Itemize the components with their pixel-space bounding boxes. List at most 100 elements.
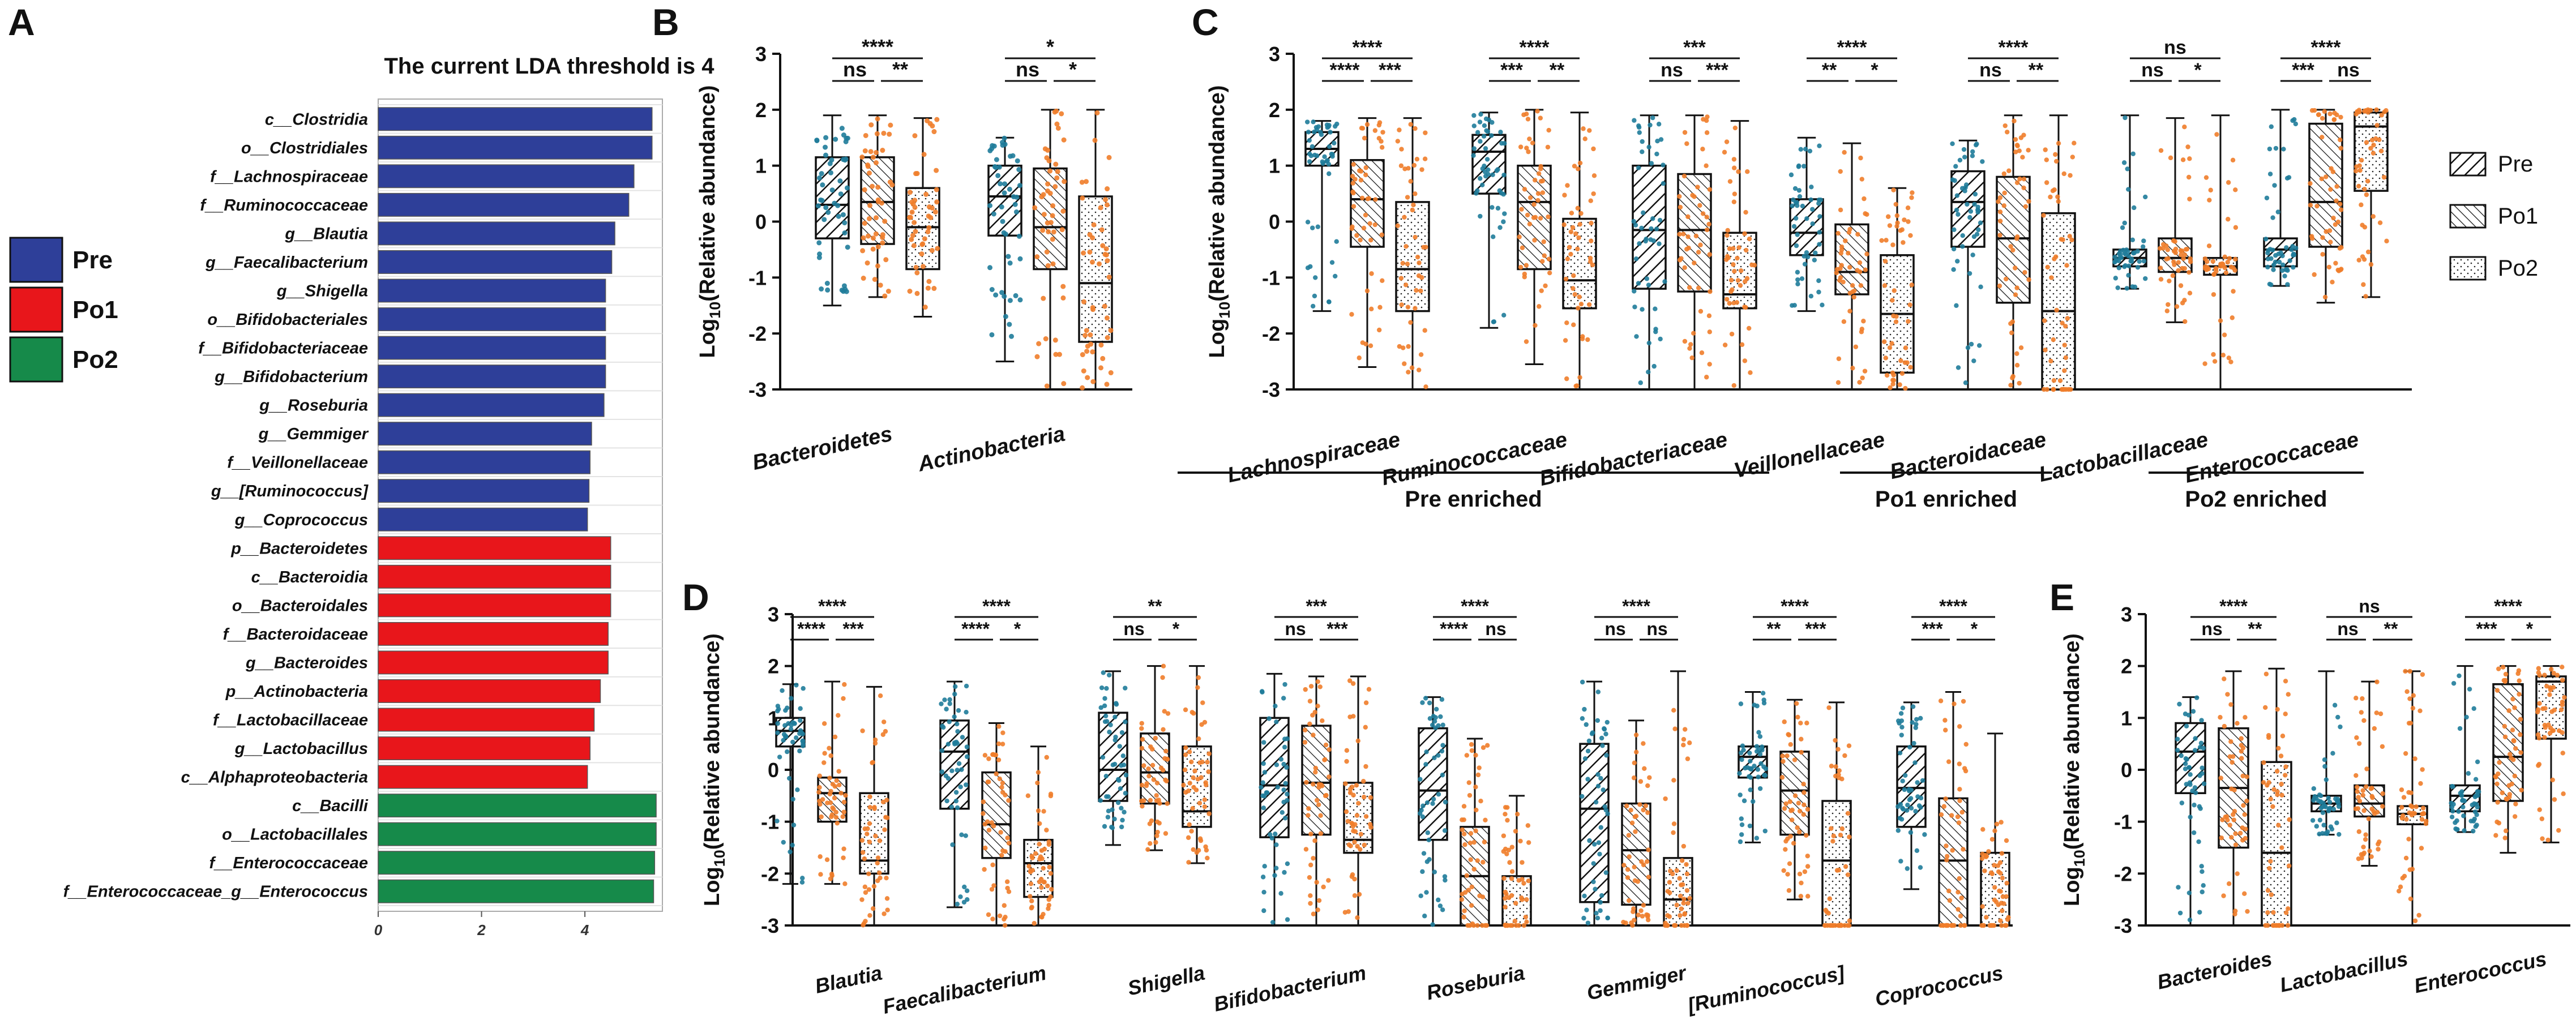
sample-dot bbox=[1366, 196, 1371, 201]
sample-dot bbox=[982, 821, 987, 827]
sample-dot bbox=[952, 714, 957, 719]
sample-dot bbox=[931, 129, 937, 135]
sample-dot bbox=[879, 200, 884, 206]
sample-dot bbox=[1183, 745, 1188, 751]
sample-dot bbox=[2017, 148, 2022, 153]
sig-label-left: ns bbox=[2141, 59, 2164, 81]
sample-dot bbox=[2010, 247, 2016, 253]
sample-dot bbox=[912, 220, 917, 225]
sample-dot bbox=[2049, 275, 2054, 280]
sample-dot bbox=[1533, 323, 1538, 328]
sample-dot bbox=[884, 798, 889, 803]
sig-label-top: **** bbox=[1939, 596, 1967, 616]
sample-dot bbox=[1357, 891, 1362, 897]
sample-dot bbox=[1343, 809, 1349, 815]
sample-dot bbox=[883, 257, 889, 263]
sample-dot bbox=[1012, 202, 1018, 207]
sample-dot bbox=[1039, 885, 1044, 890]
sample-dot bbox=[1914, 717, 1919, 722]
sample-dot bbox=[1863, 267, 1868, 272]
sample-dot bbox=[1005, 885, 1010, 891]
sample-dot bbox=[1959, 895, 1964, 901]
sample-dot bbox=[1736, 245, 1741, 250]
sample-dot bbox=[1755, 767, 1761, 772]
sample-dot bbox=[1311, 119, 1316, 125]
sample-dot bbox=[1573, 231, 1578, 237]
sample-dot bbox=[1461, 817, 1466, 822]
sample-dot bbox=[1642, 766, 1647, 771]
sample-dot bbox=[1565, 183, 1570, 188]
box-iqr bbox=[1579, 743, 1610, 903]
sample-dot bbox=[1998, 918, 2003, 923]
sample-dot bbox=[2283, 773, 2288, 778]
sample-dot bbox=[2065, 316, 2070, 321]
panel-label-b: B bbox=[652, 1, 679, 43]
box-iqr bbox=[1834, 223, 1869, 295]
lda-bar-label: p__Actinobacteria bbox=[225, 683, 368, 701]
sample-dot bbox=[1587, 259, 1593, 264]
sample-dot bbox=[2218, 715, 2223, 720]
sample-dot bbox=[821, 217, 827, 222]
lda-bar-label: f__Bifidobacteriaceae bbox=[198, 340, 368, 358]
sample-dot bbox=[1347, 714, 1353, 719]
sample-dot bbox=[790, 842, 795, 848]
sample-dot bbox=[1361, 779, 1366, 784]
sample-dot bbox=[1605, 915, 1610, 921]
sample-dot bbox=[995, 173, 1001, 178]
sample-dot bbox=[828, 876, 833, 881]
sample-dot bbox=[1658, 336, 1663, 342]
sample-dot bbox=[1984, 915, 1989, 920]
sample-dot bbox=[1098, 798, 1103, 803]
sample-dot bbox=[1525, 212, 1530, 218]
sample-dot bbox=[1955, 259, 1960, 264]
sample-dot bbox=[1326, 747, 1332, 752]
sample-dot bbox=[1673, 923, 1678, 928]
sample-dot bbox=[2398, 884, 2403, 890]
sample-dot bbox=[1901, 807, 1906, 812]
sample-dot bbox=[1430, 801, 1435, 806]
sample-dot bbox=[2510, 696, 2515, 702]
sample-dot bbox=[1311, 732, 1316, 738]
sample-dot bbox=[1946, 759, 1952, 764]
sample-dot bbox=[909, 237, 914, 242]
sample-dot bbox=[1835, 230, 1841, 236]
sample-dot bbox=[2218, 775, 2223, 781]
sample-dot bbox=[1907, 788, 1912, 794]
sample-dot bbox=[1996, 199, 2001, 204]
sample-dot bbox=[2009, 330, 2014, 336]
sample-dot bbox=[1307, 151, 1312, 157]
sample-dot bbox=[1971, 358, 1976, 363]
sample-dot bbox=[1837, 768, 1842, 773]
sample-dot bbox=[1490, 172, 1495, 177]
sample-dot bbox=[1645, 783, 1650, 788]
sample-dot bbox=[2006, 915, 2011, 920]
sample-dot bbox=[2002, 190, 2007, 196]
category-label: Faecalibacterium bbox=[880, 961, 1048, 1018]
sample-dot bbox=[991, 752, 996, 757]
sample-dot bbox=[2268, 859, 2273, 864]
sample-dot bbox=[1677, 876, 1682, 881]
sample-dot bbox=[1322, 154, 1327, 160]
sample-dot bbox=[1050, 237, 1055, 242]
sample-dot bbox=[1899, 732, 1904, 738]
sample-dot bbox=[1350, 872, 1355, 877]
sample-dot bbox=[1540, 190, 1546, 195]
sample-dot bbox=[1674, 868, 1679, 873]
sample-dot bbox=[1562, 192, 1567, 198]
sample-dot bbox=[1045, 220, 1050, 226]
sample-dot bbox=[1649, 226, 1654, 232]
sample-dot bbox=[953, 798, 959, 804]
sample-dot bbox=[963, 833, 968, 838]
sample-dot bbox=[1518, 144, 1524, 149]
sample-dot bbox=[1597, 851, 1602, 857]
sample-dot bbox=[1739, 342, 1745, 348]
sample-dot bbox=[2228, 739, 2233, 744]
sample-dot bbox=[1887, 223, 1893, 228]
sample-dot bbox=[1575, 246, 1580, 252]
sample-dot bbox=[1655, 139, 1660, 144]
sample-dot bbox=[1409, 365, 1415, 370]
sample-dot bbox=[1206, 811, 1212, 816]
sample-dot bbox=[1830, 838, 1835, 844]
sample-dot bbox=[1146, 766, 1151, 771]
sample-dot bbox=[2064, 263, 2069, 268]
